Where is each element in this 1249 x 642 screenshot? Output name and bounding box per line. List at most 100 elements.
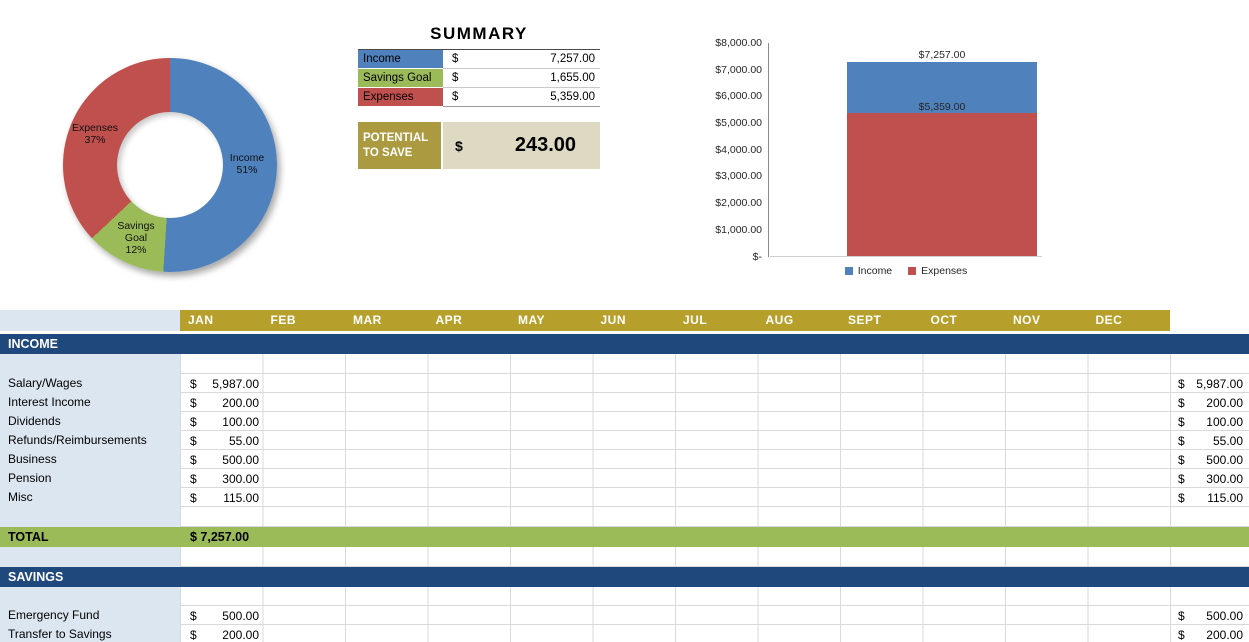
empty-cells[interactable]: [180, 507, 1249, 527]
y-axis-tick: $2,000.00: [715, 197, 762, 209]
income-expenses-bar-chart[interactable]: $8,000.00 $7,000.00 $6,000.00 $5,000.00 …: [700, 36, 1045, 288]
budget-donut-chart[interactable]: Income 51% Savings Goal 12% Expenses 37%: [63, 58, 277, 272]
empty-row: [0, 507, 1249, 527]
row-label[interactable]: Pension: [0, 469, 180, 488]
y-axis-tick: $6,000.00: [715, 90, 762, 102]
row-label[interactable]: Salary/Wages: [0, 374, 180, 393]
summary-savings-goal-label: Savings Goal: [358, 69, 443, 88]
month-cells[interactable]: [180, 625, 1249, 642]
total-value-cell[interactable]: $ 115.00: [1178, 490, 1243, 505]
budget-table: JAN FEB MAR APR MAY JUN JUL AUG SEPT OCT…: [0, 310, 1249, 642]
empty-row: [0, 587, 1249, 606]
empty-label-cell[interactable]: [0, 587, 180, 606]
month-header-may[interactable]: MAY: [518, 313, 546, 327]
currency-sign: $: [1178, 608, 1185, 623]
table-row-transfer-to-savings: Transfer to Savings $ 200.00 $ 200.00: [0, 625, 1249, 642]
total-value-cell[interactable]: $ 500.00: [1178, 608, 1243, 623]
currency-sign: $: [190, 395, 197, 410]
empty-label-cell[interactable]: [0, 354, 180, 374]
summary-savings-goal-value: 1,655.00: [550, 72, 595, 84]
total-value-cell[interactable]: $ 200.00: [1178, 627, 1243, 642]
month-header-nov[interactable]: NOV: [1013, 313, 1041, 327]
jan-value-cell[interactable]: $ 55.00: [190, 433, 259, 448]
month-header-jun[interactable]: JUN: [600, 313, 627, 327]
dashboard-area: Income 51% Savings Goal 12% Expenses 37%…: [0, 0, 1249, 310]
month-header-oct[interactable]: OCT: [930, 313, 958, 327]
empty-cells[interactable]: [180, 547, 1249, 567]
summary-row-expenses[interactable]: Expenses $ 5,359.00: [358, 88, 600, 107]
total-value-cell[interactable]: $ 300.00: [1178, 471, 1243, 486]
month-header-mar[interactable]: MAR: [353, 313, 382, 327]
currency-sign: $: [1178, 414, 1185, 429]
empty-row: [0, 547, 1249, 567]
month-cells[interactable]: [180, 450, 1249, 469]
empty-label-cell[interactable]: [0, 507, 180, 527]
row-label[interactable]: Misc: [0, 488, 180, 507]
total-value-cell[interactable]: $ 55.00: [1178, 433, 1243, 448]
jan-value-cell[interactable]: $ 500.00: [190, 608, 259, 623]
donut-label-savings-goal: Savings Goal 12%: [117, 220, 155, 256]
month-header-aug[interactable]: AUG: [765, 313, 794, 327]
jan-value-cell[interactable]: $ 200.00: [190, 395, 259, 410]
potential-to-save-box[interactable]: POTENTIAL TO SAVE $ 243.00: [358, 122, 600, 169]
summary-expenses-value: 5,359.00: [550, 91, 595, 103]
income-segment: [847, 62, 1037, 113]
currency-sign: $: [190, 376, 197, 391]
empty-cells[interactable]: [180, 354, 1249, 374]
stacked-column: [847, 62, 1037, 256]
income-total-row[interactable]: TOTAL $ 7,257.00: [0, 527, 1249, 547]
jan-value-cell[interactable]: $ 300.00: [190, 471, 259, 486]
total-value-cell[interactable]: $ 100.00: [1178, 414, 1243, 429]
currency-sign: $: [1178, 490, 1185, 505]
month-cells[interactable]: [180, 393, 1249, 412]
potential-to-save-amount: 243.00: [514, 134, 576, 156]
month-cells[interactable]: [180, 431, 1249, 450]
month-header-sept[interactable]: SEPT: [848, 313, 882, 327]
empty-label-cell[interactable]: [0, 547, 180, 567]
total-value-cell[interactable]: $ 200.00: [1178, 395, 1243, 410]
jan-value-cell[interactable]: $ 100.00: [190, 414, 259, 429]
table-row-business: Business $ 500.00 $ 500.00: [0, 450, 1249, 469]
row-label[interactable]: Interest Income: [0, 393, 180, 412]
row-label[interactable]: Emergency Fund: [0, 606, 180, 625]
jan-value-cell[interactable]: $ 115.00: [190, 490, 259, 505]
month-header-jul[interactable]: JUL: [683, 313, 708, 327]
month-cells[interactable]: [180, 469, 1249, 488]
currency-sign: $: [452, 72, 459, 84]
income-section-header[interactable]: INCOME: [0, 334, 1249, 354]
table-row-emergency-fund: Emergency Fund $ 500.00 $ 500.00: [0, 606, 1249, 625]
row-label[interactable]: Transfer to Savings: [0, 625, 180, 642]
row-label[interactable]: Dividends: [0, 412, 180, 431]
y-axis-tick: $1,000.00: [715, 224, 762, 236]
total-value-cell[interactable]: $ 5,987.00: [1178, 376, 1243, 391]
month-cells[interactable]: [180, 488, 1249, 507]
month-cells[interactable]: [180, 412, 1249, 431]
currency-sign: $: [455, 137, 463, 154]
y-axis-tick: $3,000.00: [715, 170, 762, 182]
currency-sign: $: [1178, 471, 1185, 486]
donut-label-income: Income 51%: [229, 152, 265, 176]
month-header-apr[interactable]: APR: [435, 313, 463, 327]
summary-row-savings-goal[interactable]: Savings Goal $ 1,655.00: [358, 69, 600, 88]
summary-panel: SUMMARY Income $ 7,257.00 Savings Goal $…: [358, 24, 600, 169]
summary-title: SUMMARY: [430, 24, 528, 43]
total-value-cell[interactable]: $ 500.00: [1178, 452, 1243, 467]
month-cells[interactable]: [180, 606, 1249, 625]
expenses-swatch-icon: [908, 267, 917, 275]
table-row-misc: Misc $ 115.00 $ 115.00: [0, 488, 1249, 507]
jan-value-cell[interactable]: $ 5,987.00: [190, 376, 259, 391]
jan-value-cell[interactable]: $ 200.00: [190, 627, 259, 642]
month-cells[interactable]: [180, 374, 1249, 393]
currency-sign: $: [190, 627, 197, 642]
month-header-dec[interactable]: DEC: [1095, 313, 1123, 327]
row-label[interactable]: Business: [0, 450, 180, 469]
empty-cells[interactable]: [180, 587, 1249, 606]
month-header-jan[interactable]: JAN: [188, 313, 214, 327]
month-header-feb[interactable]: FEB: [270, 313, 296, 327]
jan-value-cell[interactable]: $ 500.00: [190, 452, 259, 467]
summary-row-income[interactable]: Income $ 7,257.00: [358, 50, 600, 69]
potential-to-save-value-cell: $ 243.00: [443, 122, 600, 169]
savings-section-header[interactable]: SAVINGS: [0, 567, 1249, 587]
month-header-spacer: [0, 310, 180, 331]
row-label[interactable]: Refunds/Reimbursements: [0, 431, 180, 450]
